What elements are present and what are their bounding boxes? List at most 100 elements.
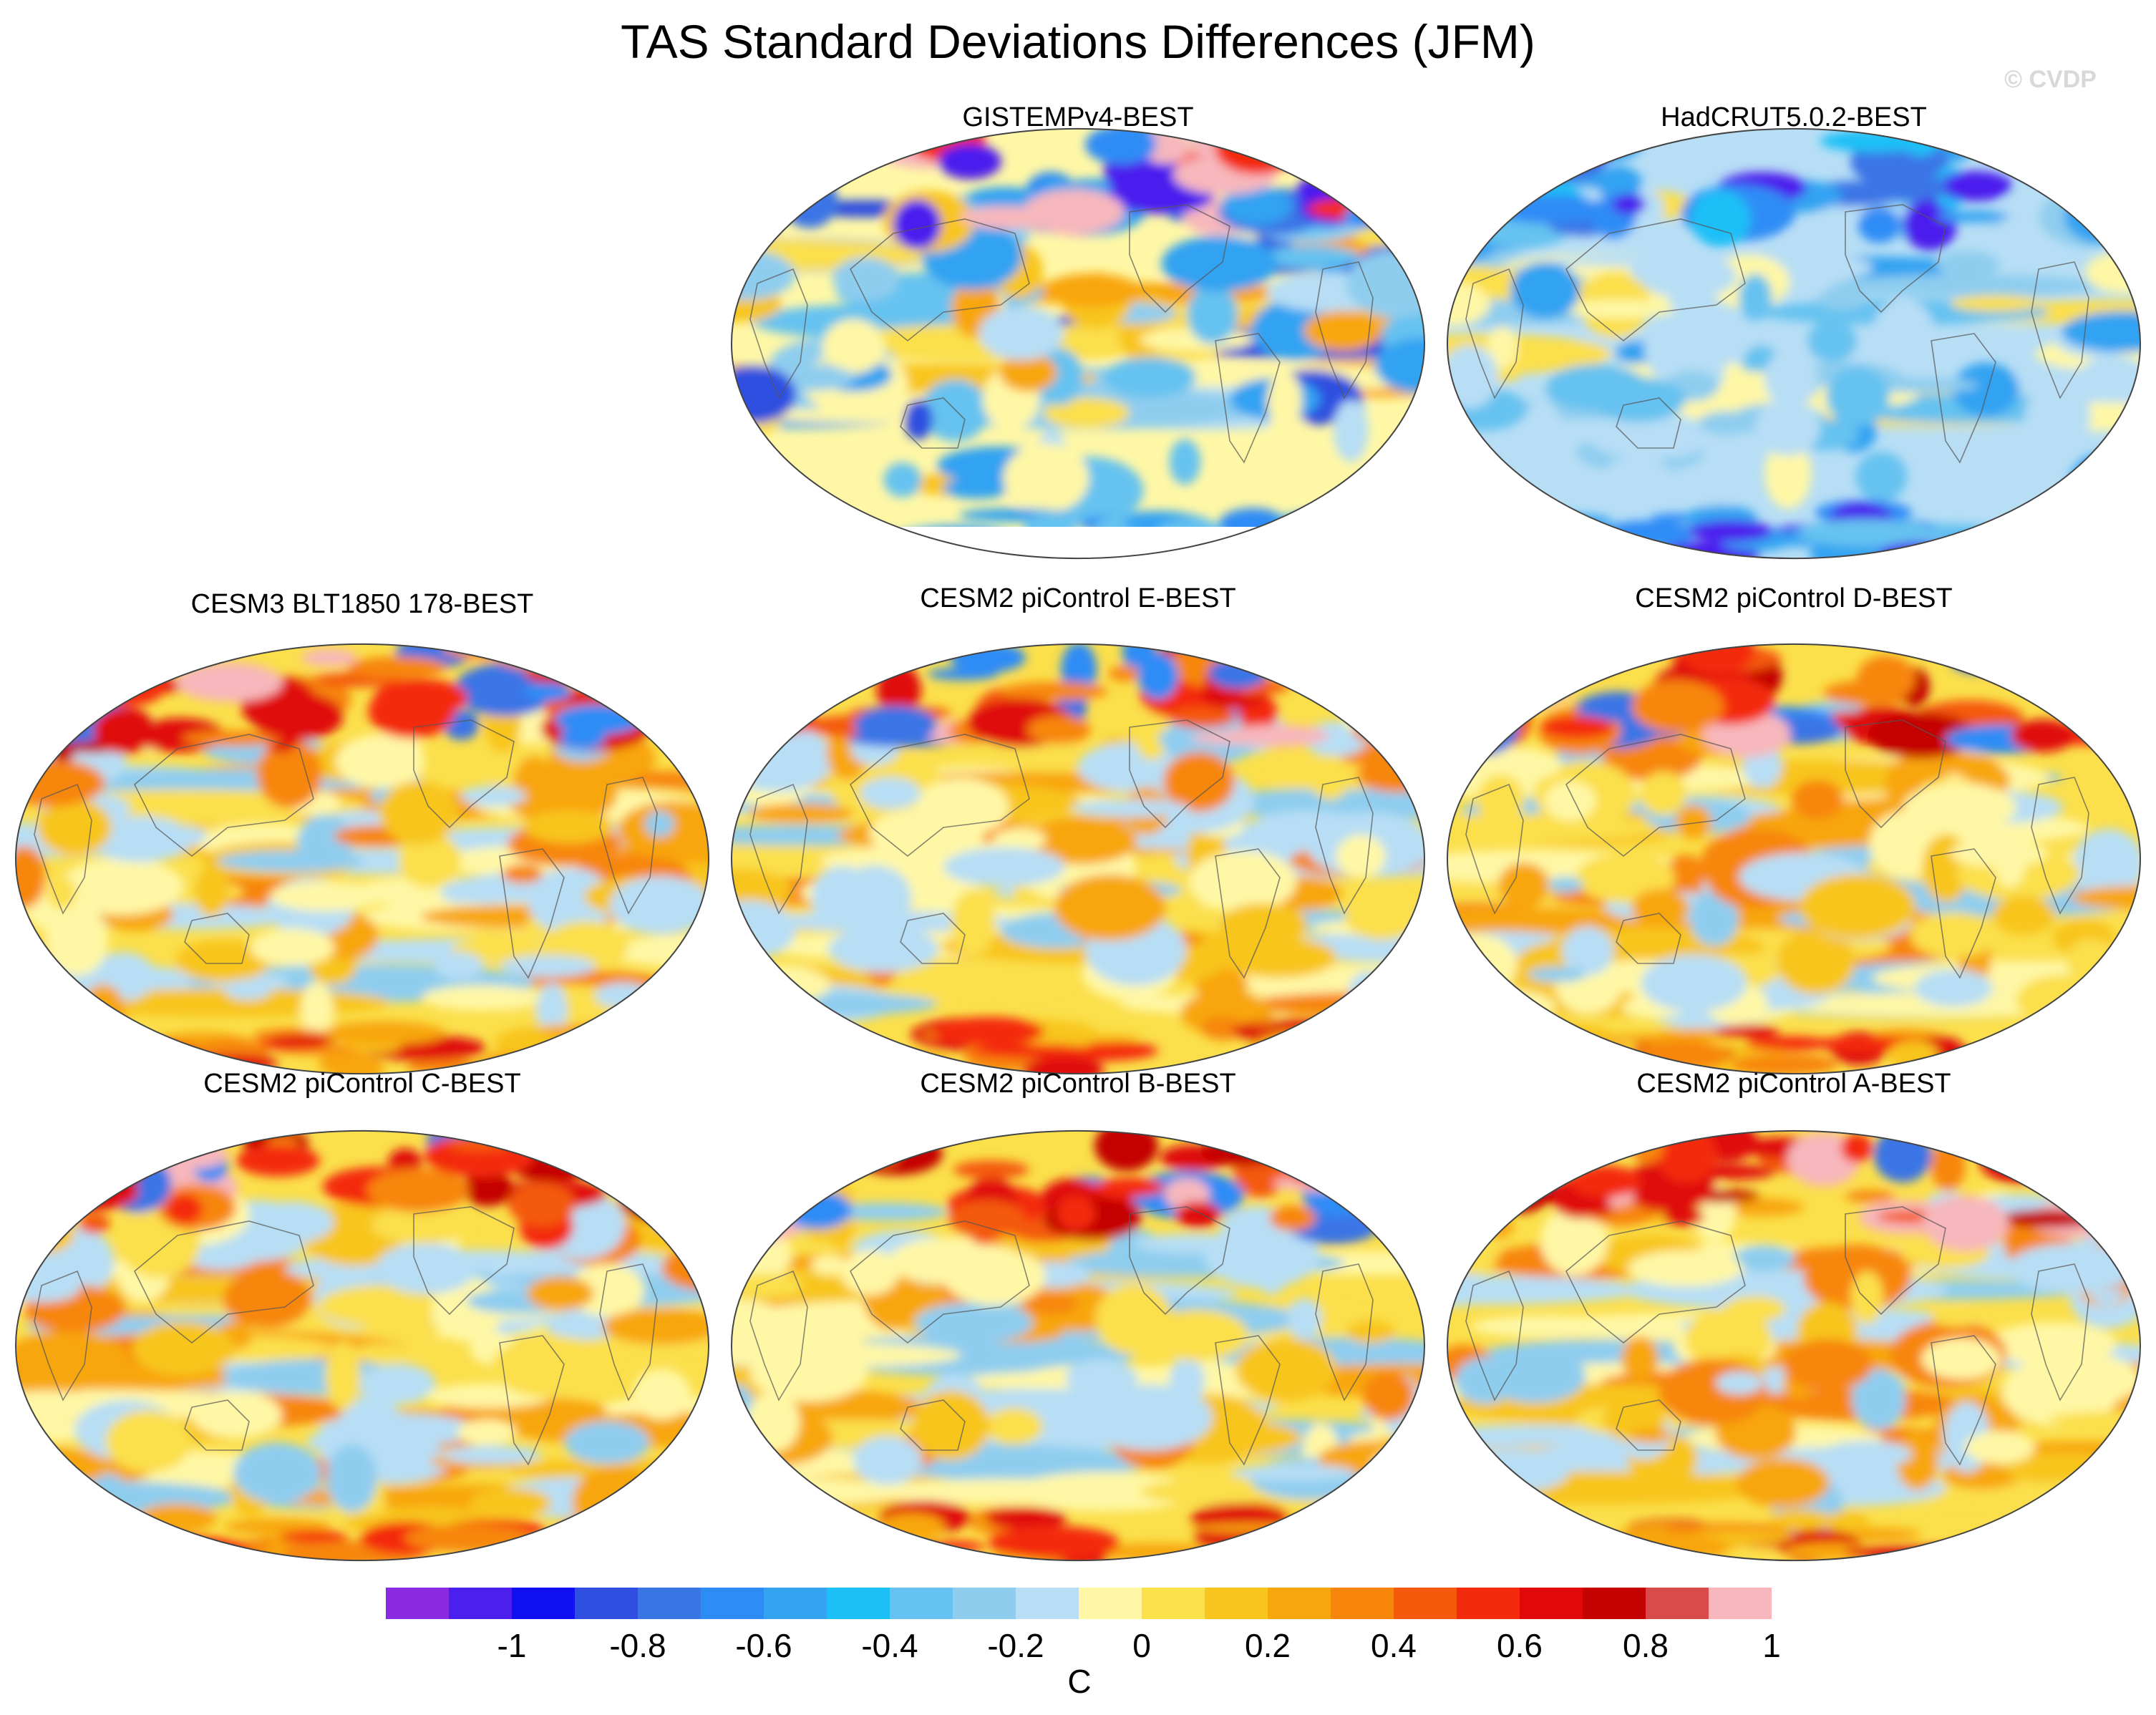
continent-outline xyxy=(1616,397,1681,449)
continent-outline xyxy=(1931,1335,1996,1466)
map-border xyxy=(730,1130,1426,1561)
map-svg xyxy=(730,128,1426,559)
map-border xyxy=(730,128,1426,559)
colorbar-swatch xyxy=(512,1588,576,1619)
colorbar-tick-label: 0.8 xyxy=(1623,1627,1669,1664)
continent-outline xyxy=(850,734,1030,858)
continent-outline xyxy=(1616,913,1681,964)
panel-title: CESM3 BLT1850 178-BEST xyxy=(190,589,534,619)
colorbar-tick-label: 0 xyxy=(1132,1627,1151,1664)
continent-outline xyxy=(1845,204,1946,314)
map-svg xyxy=(1446,1130,2142,1561)
colorbar-tick-label: 1 xyxy=(1762,1627,1781,1664)
colorbar-swatch xyxy=(1205,1588,1268,1619)
continent-outline xyxy=(1931,848,1996,979)
map-svg xyxy=(1446,643,2142,1074)
colorbar-swatch xyxy=(827,1588,890,1619)
continent-outline xyxy=(1565,1220,1746,1344)
colorbar-swatch xyxy=(1520,1588,1583,1619)
colorbar-swatch xyxy=(1331,1588,1394,1619)
continent-outline xyxy=(1465,268,1524,399)
cvdp-credit: © CVDP xyxy=(2004,66,2097,93)
colorbar-swatch xyxy=(953,1588,1016,1619)
continent-outline xyxy=(1565,218,1746,342)
continent-outline xyxy=(1465,1270,1524,1401)
map-border xyxy=(14,643,710,1074)
colorbar xyxy=(386,1588,1772,1619)
colorbar-tick-label: 0.6 xyxy=(1497,1627,1543,1664)
colorbar-tick-label: 0.4 xyxy=(1371,1627,1417,1664)
colorbar-svg xyxy=(386,1588,1772,1619)
colorbar-tick-label: -0.6 xyxy=(735,1627,792,1664)
map-panel xyxy=(1444,641,2143,1077)
colorbar-swatch xyxy=(1583,1588,1646,1619)
continent-outline xyxy=(1215,1335,1281,1466)
map-panel xyxy=(13,641,712,1077)
map-svg xyxy=(14,643,710,1074)
panel-title: CESM2 piControl D-BEST xyxy=(1635,583,1953,613)
continent-outline xyxy=(499,1335,565,1466)
colorbar-swatch xyxy=(1457,1588,1520,1619)
continent-outline xyxy=(413,1206,515,1316)
continent-outline xyxy=(2031,777,2089,915)
continent-outline xyxy=(1129,204,1230,314)
continent-outline xyxy=(134,1220,314,1344)
map-border xyxy=(1446,1130,2142,1561)
colorbar-swatch xyxy=(575,1588,638,1619)
continent-outline xyxy=(1845,1206,1946,1316)
continent-outline xyxy=(1129,719,1230,829)
continent-outline xyxy=(34,783,92,915)
colorbar-tick-label: 0.2 xyxy=(1245,1627,1291,1664)
continent-outline xyxy=(850,1220,1030,1344)
continent-outline xyxy=(184,1399,250,1451)
map-panel xyxy=(729,641,1427,1077)
continent-outline xyxy=(1565,734,1746,858)
continent-outline xyxy=(1616,1399,1681,1451)
panel-title: CESM2 piControl E-BEST xyxy=(920,583,1236,613)
continent-outline xyxy=(900,913,966,964)
colorbar-swatch xyxy=(1394,1588,1457,1619)
map-svg xyxy=(1446,128,2142,559)
colorbar-swatch xyxy=(1268,1588,1331,1619)
continent-outline xyxy=(1215,333,1281,464)
continent-outline xyxy=(900,1399,966,1451)
continent-outline xyxy=(749,268,808,399)
continent-outline xyxy=(413,719,515,829)
colorbar-swatch xyxy=(1709,1588,1772,1619)
map-svg xyxy=(730,643,1426,1074)
continent-outline xyxy=(900,397,966,449)
continent-outline xyxy=(1465,783,1524,915)
continent-outline xyxy=(599,777,658,915)
continent-outline xyxy=(599,1263,658,1401)
colorbar-swatch xyxy=(890,1588,953,1619)
map-svg xyxy=(14,1130,710,1561)
continent-outline xyxy=(1931,333,1996,464)
continent-outline xyxy=(1845,719,1946,829)
continent-outline xyxy=(1215,848,1281,979)
colorbar-swatch xyxy=(449,1588,513,1619)
colorbar-swatch xyxy=(1079,1588,1142,1619)
colorbar-swatch xyxy=(1142,1588,1205,1619)
continent-outline xyxy=(34,1270,92,1401)
map-panel xyxy=(1444,126,2143,561)
continent-outline xyxy=(1315,261,1374,399)
panel-title: CESM2 piControl B-BEST xyxy=(920,1069,1236,1099)
map-border xyxy=(1446,643,2142,1074)
colorbar-swatch xyxy=(386,1588,450,1619)
colorbar-swatch xyxy=(701,1588,764,1619)
colorbar-swatch xyxy=(764,1588,827,1619)
continent-outline xyxy=(499,848,565,979)
panel-title: CESM2 piControl A-BEST xyxy=(1636,1069,1951,1099)
panel-title: HadCRUT5.0.2-BEST xyxy=(1661,102,1927,132)
map-panel xyxy=(1444,1128,2143,1563)
map-panel xyxy=(13,1128,712,1563)
map-panel xyxy=(729,1128,1427,1563)
continent-outline xyxy=(1315,777,1374,915)
map-border xyxy=(1446,128,2142,559)
map-border xyxy=(730,643,1426,1074)
continent-outline xyxy=(850,218,1030,342)
continent-outline xyxy=(2031,261,2089,399)
figure-title: TAS Standard Deviations Differences (JFM… xyxy=(621,15,1535,68)
colorbar-unit: C xyxy=(1067,1663,1092,1700)
colorbar-tick-label: -0.2 xyxy=(987,1627,1044,1664)
